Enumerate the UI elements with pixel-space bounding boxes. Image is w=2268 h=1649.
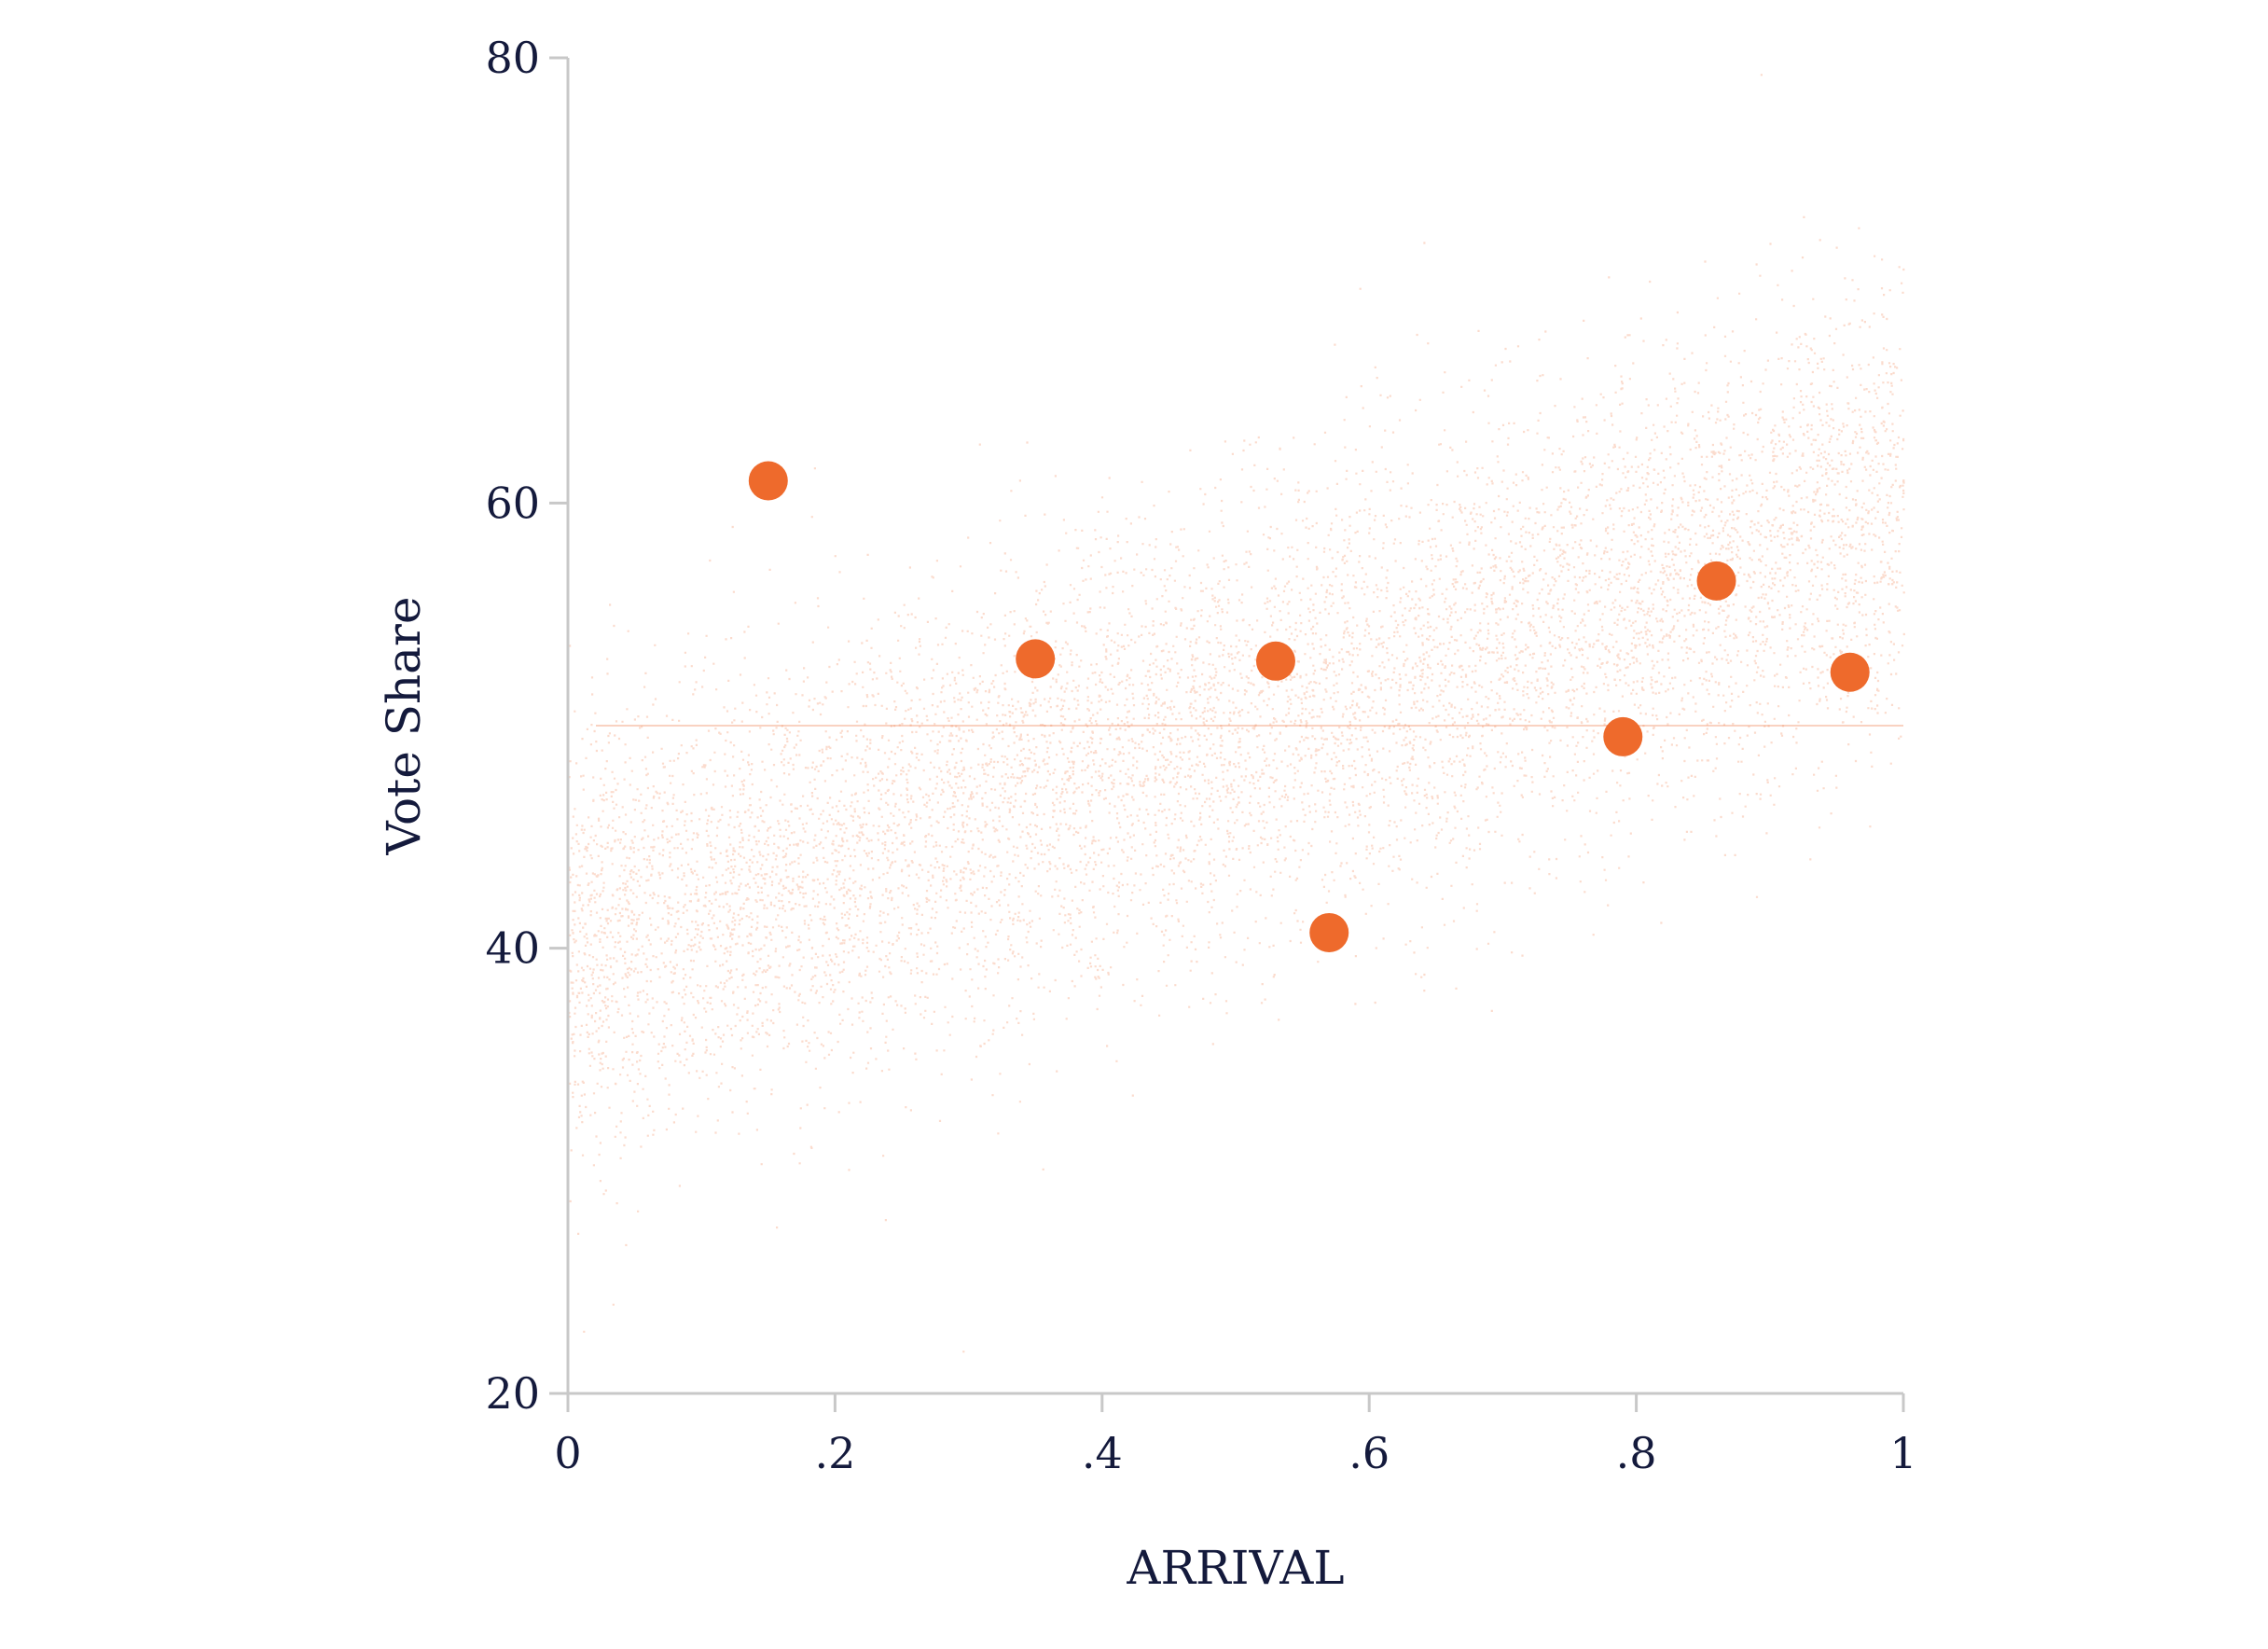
y-tick-label: 60	[485, 478, 540, 528]
x-tick-label: .8	[1616, 1428, 1657, 1478]
data-point	[1696, 561, 1736, 601]
data-point	[1830, 652, 1870, 692]
y-ticks: 20 40 60 80	[485, 33, 568, 1419]
data-point	[1016, 639, 1056, 679]
x-tick-label: .6	[1348, 1428, 1390, 1478]
highlighted-points	[748, 461, 1870, 952]
x-tick-label: 0	[554, 1428, 581, 1478]
data-point	[748, 461, 788, 501]
data-point	[1603, 716, 1643, 756]
axes: 20 40 60 80 0 .2 .4 .6 .8 1	[485, 33, 1916, 1478]
data-point	[1255, 641, 1295, 681]
x-tick-label: .4	[1082, 1428, 1123, 1478]
y-tick-label: 40	[485, 923, 540, 974]
y-tick-label: 20	[485, 1368, 540, 1419]
cloud-points	[568, 74, 1905, 1353]
x-axis-title: ARRIVAL	[1126, 1541, 1344, 1595]
background-point-cloud	[568, 74, 1905, 1353]
x-ticks: 0 .2 .4 .6 .8 1	[554, 1393, 1917, 1478]
y-tick-label: 80	[485, 33, 540, 83]
x-tick-label: .2	[814, 1428, 855, 1478]
x-tick-label: 1	[1889, 1428, 1916, 1478]
y-axis-title: Vote Share	[377, 597, 431, 856]
data-point	[1309, 912, 1349, 952]
